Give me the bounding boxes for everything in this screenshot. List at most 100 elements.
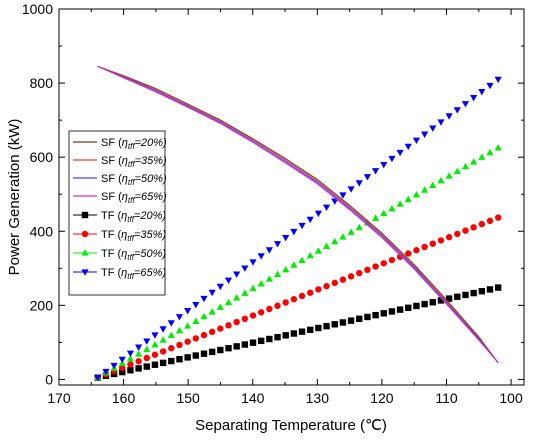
tf-point [266,305,273,313]
tf-point [486,148,494,156]
sf-series-line-4 [97,65,499,364]
tf-point [323,282,330,290]
tf-point [396,200,404,207]
tf-point [470,95,478,102]
legend-label-subscript: tff [127,234,134,243]
tf-point [200,295,208,303]
tf-point [200,350,208,357]
legend-label-prefix: TF ( [101,248,121,260]
tf-point [429,125,437,132]
tf-point [151,340,159,348]
y-axis-title: Power Generation (kW) [6,119,23,276]
tf-point [176,356,183,363]
tf-point [176,341,183,349]
sf-series-line-2 [97,65,499,364]
x-tick-label: 130 [306,390,330,406]
x-tick-label: 150 [176,390,200,406]
y-tick-label: 800 [30,75,54,91]
legend-label-prefix: SF ( [101,137,122,149]
x-axis-title: Separating Temperature (℃) [195,417,387,434]
tf-point [225,322,232,329]
tf-point [306,216,314,224]
tf-point [127,361,134,368]
x-tick-label: 110 [435,390,458,406]
tf-point [380,161,388,169]
tf-point [364,266,371,274]
legend-label: TF (ηtff=35%) [101,229,166,243]
tf-point [151,351,159,358]
tf-point [257,337,265,345]
legend-label-percent: =65%) [135,191,167,203]
tf-point [241,289,249,296]
tf-point [478,153,486,160]
tf-point [159,336,167,343]
legend-label-prefix: SF ( [101,173,122,185]
legend-swatch-marker [81,230,89,238]
y-tick-label: 1000 [22,1,53,17]
tf-point [364,313,371,321]
tf-point [298,222,306,230]
legend-label-eta: η [121,267,127,279]
x-tick-label: 100 [499,390,523,406]
tf-point [380,209,388,217]
tf-point [323,322,330,330]
tf-point [331,198,339,205]
legend-label-percent: =50%) [134,248,166,260]
tf-point [119,368,126,376]
tf-point [445,295,453,302]
tf-point [274,333,281,341]
legend-label: SF (ηtff=50%) [101,173,167,187]
tf-point [143,338,151,345]
tf-point [454,230,461,238]
tf-point [453,107,461,114]
tf-point [208,308,216,315]
tf-point [274,302,281,309]
tf-point [257,253,265,260]
tf-point [233,294,241,301]
tf-point [355,180,363,187]
tf-point [200,312,208,320]
tf-point [290,330,298,337]
tf-point [241,315,249,323]
tf-point [315,286,322,293]
tf-point [257,309,265,316]
tf-point [331,321,338,328]
tf-point [118,356,126,364]
tf-point [257,280,265,287]
axes: 170 160 150 140 130 120 110 1000200400600800100… [22,1,524,406]
tf-point [413,302,420,310]
tf-point [388,205,396,212]
tf-point [208,328,216,336]
tf-point [298,256,306,264]
tf-point [494,214,502,221]
tf-point [356,315,363,323]
tf-point [249,284,257,292]
tf-point [307,289,314,296]
tf-point [339,233,347,240]
tf-point [233,343,240,350]
sf-series-line-3 [97,65,499,364]
tf-point [298,328,306,335]
tf-point [405,304,412,311]
legend-label: TF (ηtff=50%) [101,248,166,262]
tf-point [388,155,396,163]
tf-point [494,284,502,291]
tf-point [486,82,494,90]
tf-point [429,240,436,247]
tf-point [290,228,298,236]
legend-label-eta: η [121,210,127,222]
tf-point [462,291,469,299]
tf-point [94,374,102,382]
tf-point [143,363,150,370]
tf-point [461,101,470,108]
tf-point [486,217,494,225]
tf-point [470,158,478,165]
tf-point [135,365,142,372]
tf-point [216,303,224,310]
legend-label-subscript: tff [127,272,134,281]
tf-point [421,243,428,251]
legend-swatch-marker [81,269,89,276]
tf-point [453,167,461,174]
tf-point [249,312,257,319]
legend-swatch-marker [81,211,89,219]
